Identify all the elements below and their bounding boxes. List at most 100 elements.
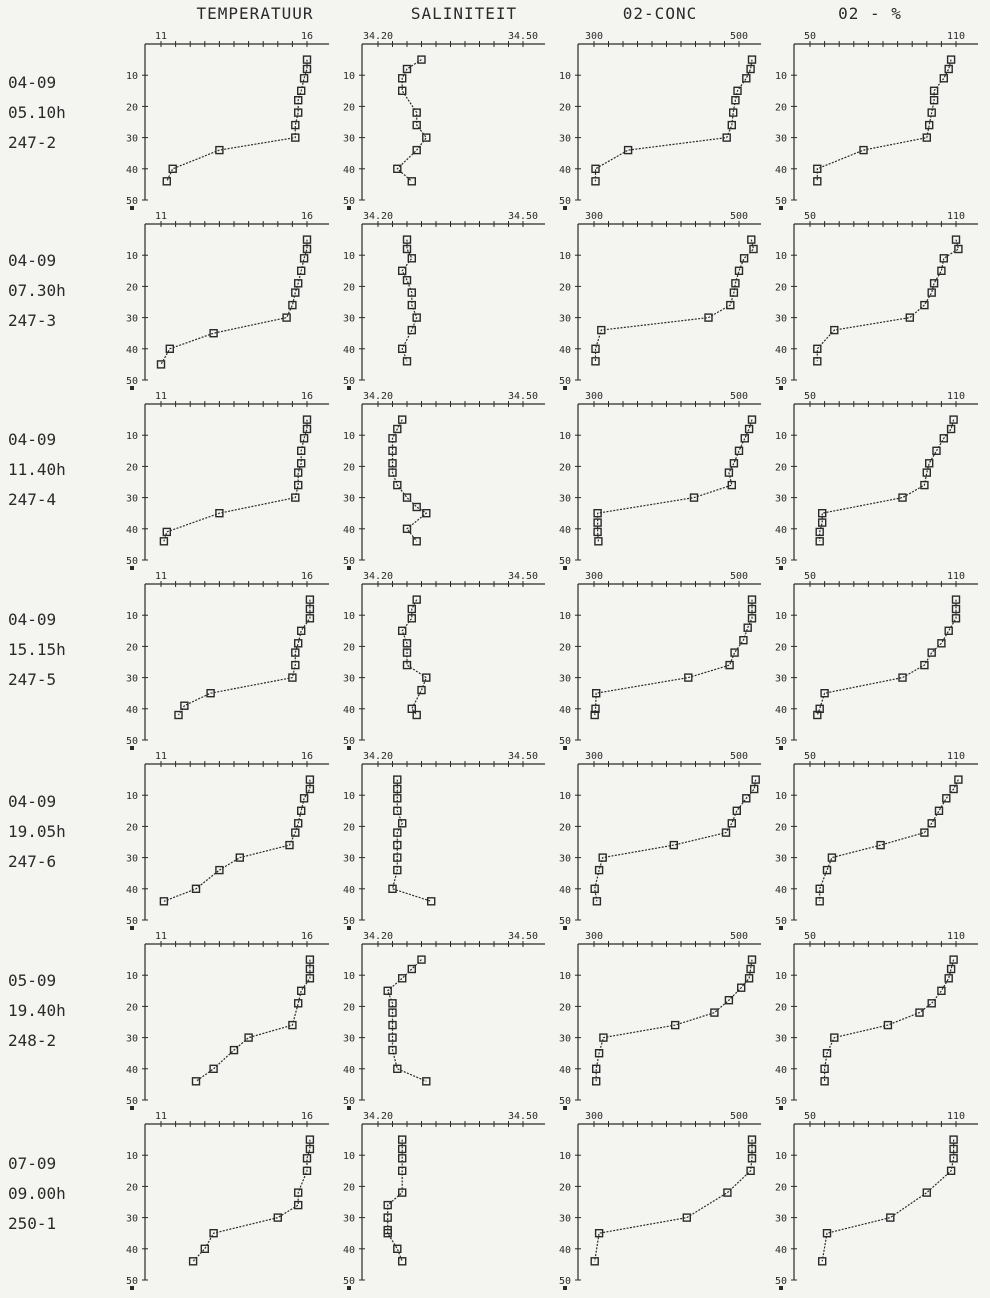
data-point (285, 840, 294, 850)
x-tick-label: 34.50 (508, 31, 538, 42)
y-tick-label: 20 (559, 282, 571, 293)
data-point (731, 279, 740, 288)
station-time: 19.05h (8, 822, 66, 841)
data-point (813, 710, 822, 720)
data-point (422, 1077, 431, 1086)
y-tick-label: 10 (559, 611, 571, 622)
data-point (740, 434, 749, 443)
data-point (388, 459, 397, 468)
data-point (946, 424, 956, 434)
data-point (398, 74, 407, 83)
data-point (407, 300, 416, 310)
data-point (297, 266, 306, 275)
profile-line (401, 239, 418, 362)
data-point (200, 1244, 210, 1254)
data-point (288, 1020, 297, 1030)
x-tick-label: 50 (804, 751, 816, 762)
y-tick-label: 50 (559, 196, 571, 207)
data-point (623, 145, 633, 155)
profile-line (816, 239, 960, 362)
data-point (305, 974, 315, 983)
data-point (749, 244, 758, 254)
y-tick-label: 50 (775, 1096, 787, 1107)
data-point (815, 527, 824, 537)
y-tick-label: 50 (559, 1276, 571, 1287)
data-point (920, 660, 929, 670)
data-point (291, 828, 300, 837)
data-point (598, 853, 607, 862)
y-tick-label: 50 (775, 916, 787, 927)
y-tick-label: 20 (559, 102, 571, 113)
data-point (859, 145, 868, 155)
y-tick-label: 30 (775, 854, 787, 865)
data-point (822, 1228, 832, 1238)
x-tick-label: 300 (585, 31, 603, 42)
x-tick-label: 34.50 (508, 391, 538, 402)
data-point (732, 806, 741, 815)
data-point (297, 626, 306, 635)
x-tick-label: 16 (301, 391, 313, 402)
y-tick-label: 40 (775, 705, 787, 716)
y-tick-label: 20 (559, 1182, 571, 1193)
axis-origin-marker (563, 206, 567, 210)
data-point (818, 518, 827, 527)
data-point (302, 64, 312, 74)
data-point (954, 244, 963, 254)
data-point (159, 897, 169, 906)
axis-origin-marker (347, 1286, 351, 1290)
station-time: 09.00h (8, 1184, 66, 1203)
x-tick-label: 300 (585, 751, 603, 762)
data-point (383, 986, 392, 995)
y-tick-label: 20 (775, 282, 787, 293)
data-point (297, 806, 306, 815)
station-date: 04-09 (8, 73, 57, 92)
x-tick-label: 300 (585, 931, 603, 942)
y-tick-label: 10 (126, 791, 138, 802)
profile-line (160, 239, 308, 365)
data-point (929, 279, 939, 288)
y-tick-label: 40 (126, 1065, 138, 1076)
y-tick-label: 20 (126, 1002, 138, 1013)
data-point (302, 415, 312, 424)
data-point (417, 955, 426, 964)
data-point (929, 86, 939, 96)
data-point (593, 509, 602, 518)
data-point (949, 955, 958, 964)
data-point (723, 1188, 732, 1197)
x-tick-label: 110 (947, 571, 965, 582)
data-point (398, 1188, 407, 1197)
station-time: 11.40h (8, 460, 66, 479)
x-tick-label: 500 (730, 931, 748, 942)
data-point (302, 244, 312, 254)
x-tick-label: 110 (947, 391, 965, 402)
y-tick-label: 40 (775, 1245, 787, 1256)
profile-line (821, 1139, 955, 1262)
data-point (297, 459, 306, 468)
y-tick-label: 40 (126, 705, 138, 716)
y-tick-label: 40 (559, 345, 571, 356)
axis-origin-marker (347, 746, 351, 750)
x-tick-label: 34.20 (363, 751, 393, 762)
data-point (671, 1020, 680, 1030)
y-tick-label: 50 (775, 376, 787, 387)
data-point (291, 133, 300, 142)
data-point (592, 689, 601, 698)
data-point (922, 133, 931, 142)
data-point (398, 819, 407, 828)
data-point (820, 1077, 829, 1086)
data-point (174, 710, 183, 720)
x-tick-label: 34.50 (508, 1111, 538, 1122)
y-tick-label: 20 (126, 462, 138, 473)
station-date: 04-09 (8, 610, 57, 629)
data-point (412, 537, 421, 546)
data-point (590, 884, 599, 893)
x-tick-label: 50 (804, 571, 816, 582)
y-tick-label: 30 (559, 494, 571, 505)
data-point (710, 1008, 719, 1017)
data-point (820, 1064, 829, 1074)
x-tick-label: 34.20 (363, 1111, 393, 1122)
data-point (407, 614, 416, 623)
data-point (294, 1188, 303, 1197)
profile-line (166, 59, 308, 182)
